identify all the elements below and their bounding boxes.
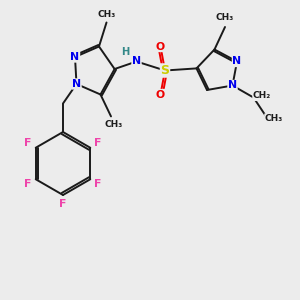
Text: S: S (160, 64, 169, 77)
Text: N: N (132, 56, 141, 67)
Text: F: F (94, 179, 102, 189)
Text: F: F (24, 138, 32, 148)
Text: N: N (228, 80, 237, 91)
Text: CH₃: CH₃ (216, 13, 234, 22)
Text: CH₃: CH₃ (105, 120, 123, 129)
Text: CH₃: CH₃ (265, 114, 283, 123)
Text: N: N (70, 52, 80, 62)
Text: F: F (24, 179, 32, 189)
Text: F: F (94, 138, 102, 148)
Text: N: N (72, 79, 81, 89)
Text: O: O (156, 41, 165, 52)
Text: O: O (156, 89, 165, 100)
Text: CH₃: CH₃ (98, 10, 116, 19)
Text: F: F (59, 199, 67, 209)
Text: N: N (232, 56, 242, 67)
Text: H: H (121, 47, 129, 57)
Text: CH₂: CH₂ (253, 92, 271, 100)
